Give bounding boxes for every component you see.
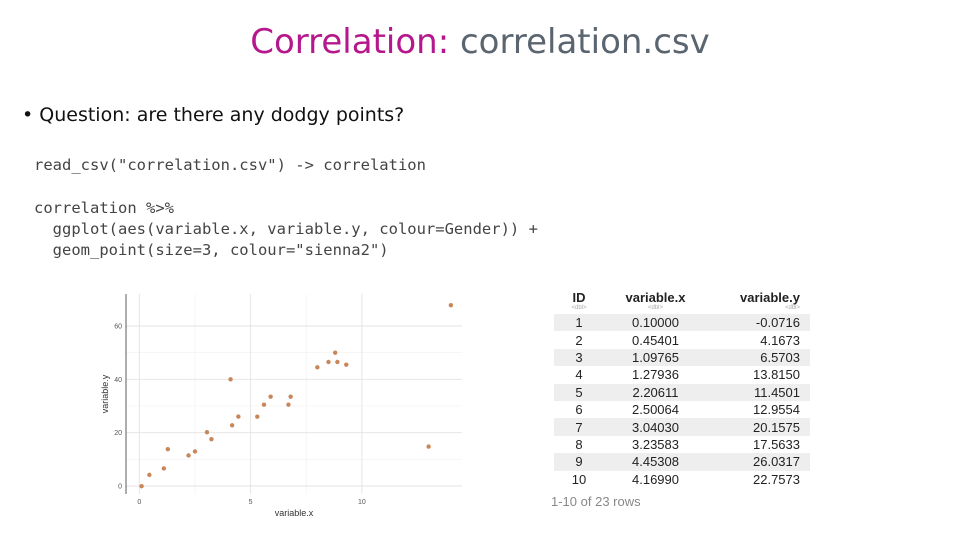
title-accent: Correlation: (250, 22, 450, 62)
table-row: 7 3.04030 20.1575 (554, 418, 810, 436)
table-row: 5 2.20611 11.4501 (554, 383, 810, 401)
y-tick-label: 0 (118, 484, 122, 491)
scatter-point (288, 394, 293, 399)
code-line-geom: geom_point(size=3, colour="sienna2") (34, 241, 389, 259)
table-row: 9 4.45308 26.0317 (554, 453, 810, 471)
scatter-point (261, 402, 267, 407)
x-tick-label: 5 (249, 499, 253, 506)
table-row: 3 1.09765 6.5703 (554, 348, 810, 367)
scatter-point (315, 365, 320, 370)
title-filename: correlation.csv (449, 22, 710, 62)
question-label: Question (39, 104, 125, 126)
table-row: 1 0.10000 -0.0716 (554, 314, 810, 332)
scatter-point (286, 402, 291, 407)
scatter-point (139, 483, 144, 489)
scatter-point (229, 423, 235, 428)
y-axis-label: variable.y (100, 374, 110, 413)
scatter-point (326, 359, 331, 365)
y-tick-label: 40 (114, 377, 122, 384)
scatter-point (204, 430, 210, 435)
scatter-point (186, 453, 191, 458)
code-line-pipe: correlation %>% (34, 199, 174, 217)
scatter-point (161, 466, 167, 471)
bullet-marker: • (22, 104, 34, 126)
code-line-read: read_csv("correlation.csv") -> correlati… (34, 156, 426, 174)
scatter-point (236, 414, 241, 419)
scatter-point (335, 359, 340, 365)
x-tick-label: 0 (137, 499, 141, 506)
scatter-point (426, 444, 431, 449)
question-text: : are there any dodgy points? (124, 104, 405, 126)
table-row: 6 2.50064 12.9554 (575, 402, 800, 418)
scatter-point (209, 436, 214, 442)
scatter-point (165, 446, 171, 452)
y-tick-label: 20 (114, 430, 122, 437)
y-tick-label: 60 (114, 324, 122, 331)
data-table: ID <dbl> variable.x <dbl> variable.y <dbl> … (554, 288, 810, 488)
table-header-row: ID <dbl> variable.x <dbl> variable.y <dbl> (554, 288, 810, 314)
question-bullet: • Question: are there any dodgy points? (22, 104, 404, 126)
x-tick-label: 10 (358, 499, 366, 506)
slide-title: Correlation: correlation.csv (0, 20, 960, 64)
scatter-point (448, 303, 454, 308)
column-header-variable-x: variable.x <dbl> (625, 290, 686, 311)
scatter-point (228, 377, 233, 382)
scatter-point (147, 472, 152, 478)
scatter-point (192, 449, 198, 454)
scatter-point (268, 394, 273, 399)
table-row: 10 4.16990 22.7573 (571, 471, 800, 487)
plot-panel (126, 294, 462, 494)
table-row: 4 1.27936 13.8150 (575, 367, 800, 383)
table-row: 2 0.45401 4.1673 (575, 332, 800, 348)
code-line-ggplot: ggplot(aes(variable.x, variable.y, colou… (34, 220, 538, 238)
scatter-point (255, 414, 260, 419)
column-header-id: ID <dbl> (571, 290, 587, 311)
scatter-point (332, 350, 338, 355)
table-row: 8 3.23583 17.5633 (575, 436, 800, 452)
scatter-point (344, 362, 349, 367)
column-header-variable-y: variable.y <dbl> (740, 290, 800, 311)
code-block: correlation %>% ggplot(aes(variable.x, v… (34, 198, 538, 261)
x-axis-label: variable.x (275, 508, 314, 518)
table-row-count[interactable]: 1-10 of 23 rows (551, 494, 641, 509)
scatter-plot: 0 5 10 0 20 40 60 variable.x variable.y (100, 294, 462, 518)
